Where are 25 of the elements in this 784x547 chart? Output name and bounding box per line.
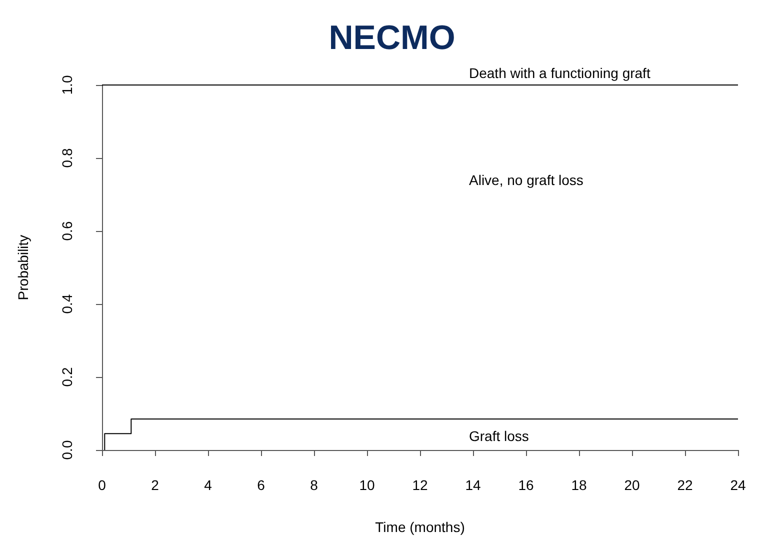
x-tick-label: 6 [257, 477, 266, 493]
x-tick-label: 20 [624, 477, 640, 493]
x-tick-label: 16 [518, 477, 534, 493]
y-axis-title: Probability [15, 234, 31, 300]
y-tick-label: 0.2 [59, 367, 75, 387]
y-tick-label: 1.0 [59, 75, 75, 95]
x-axis-title: Time (months) [375, 519, 465, 535]
x-tick-label: 12 [412, 477, 428, 493]
x-tick-label: 22 [677, 477, 693, 493]
x-tick-label: 8 [310, 477, 318, 493]
x-tick-label: 18 [571, 477, 587, 493]
x-tick-label: 2 [151, 477, 160, 493]
y-tick-label: 0.4 [59, 294, 75, 314]
y-tick-label: 0.8 [59, 148, 75, 168]
x-tick-label: 14 [465, 477, 481, 493]
chart-title: NECMO [328, 19, 456, 57]
x-tick-label: 24 [730, 477, 746, 493]
annotation: Alive, no graft loss [469, 172, 584, 188]
x-tick-label: 10 [359, 477, 375, 493]
annotation: Graft loss [469, 428, 529, 444]
text: Death with a functioning graft [469, 65, 650, 81]
x-tick-label: 4 [204, 477, 212, 493]
x-tick-label: 0 [98, 477, 106, 493]
y-tick-label: 0.6 [59, 221, 75, 241]
y-tick-label: 0.0 [59, 440, 75, 460]
